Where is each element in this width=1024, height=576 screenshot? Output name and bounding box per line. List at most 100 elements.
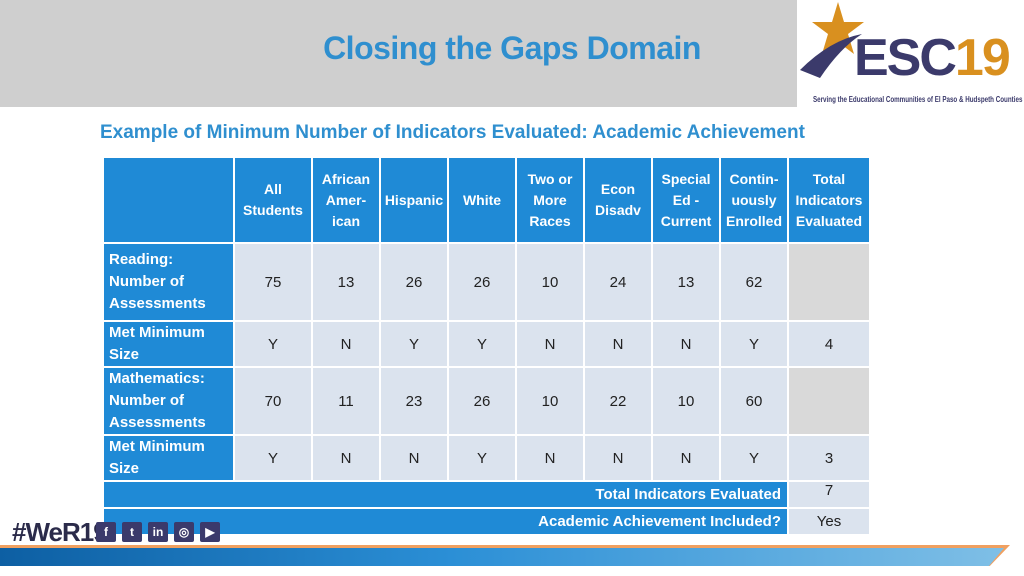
cell-text-line: Number of <box>109 273 184 290</box>
column-header: Total Indicators Evaluated <box>787 156 871 244</box>
table-cell: 13 <box>651 242 721 322</box>
table-cell: N <box>583 434 653 482</box>
column-header: African Amer-ican <box>311 156 381 244</box>
footer-label: Total Indicators Evaluated <box>102 480 789 509</box>
cell-text-line: Size <box>109 460 140 477</box>
cell-text-line: Students <box>243 202 303 218</box>
column-header: All Students <box>233 156 313 244</box>
linkedin-icon[interactable]: in <box>148 522 168 542</box>
column-header: Two or More Races <box>515 156 585 244</box>
cell-text-line: All <box>264 181 282 197</box>
row-header: Met Minimum Size <box>102 434 235 482</box>
table-cell: 10 <box>515 242 585 322</box>
column-header: White <box>447 156 517 244</box>
footer-value: Yes <box>787 507 871 536</box>
table-cell: 10 <box>651 366 721 436</box>
cell-text-line: Size <box>109 346 140 363</box>
cell-text-line: Total <box>812 170 846 187</box>
table-cell: N <box>311 434 381 482</box>
column-header: Special Ed - Current <box>651 156 721 244</box>
slide-subtitle: Example of Minimum Number of Indicators … <box>100 122 805 143</box>
cell-text-line: Current <box>660 212 712 229</box>
twitter-icon[interactable]: t <box>122 522 142 542</box>
cell-text-line: Assessments <box>109 414 206 431</box>
cell-text-line: Met Minimum <box>109 438 205 455</box>
table-row: Met Minimum Size Y N N Y N N N Y 3 <box>102 434 871 482</box>
table-row: Reading: Number of Assessments 75 13 26 26 10 24… <box>102 242 871 322</box>
cell-text-line: Ed - <box>672 191 700 208</box>
row-header: Met Minimum Size <box>102 320 235 368</box>
table-cell: 26 <box>447 366 517 436</box>
table-cell: 10 <box>515 366 585 436</box>
table-cell: 75 <box>233 242 313 322</box>
logo-tagline: Serving the Educational Communities of E… <box>813 95 1023 104</box>
cell-text-line: Econ <box>600 181 636 197</box>
empty-cell <box>787 242 871 322</box>
column-header: Econ Disadv <box>583 156 653 244</box>
cell-text-line: White <box>462 191 502 208</box>
table-cell: 13 <box>311 242 381 322</box>
table-cell: Y <box>447 434 517 482</box>
table-cell: 60 <box>719 366 789 436</box>
logo-wordmark: ESC19 <box>854 29 1011 87</box>
cell-text-line: More <box>533 191 567 208</box>
column-header: Hispanic <box>379 156 449 244</box>
instagram-icon[interactable]: ◎ <box>174 522 194 542</box>
cell-text-line: Disadv <box>595 202 641 218</box>
table-cell: N <box>583 320 653 368</box>
cell-text-line: Enrolled <box>725 212 782 229</box>
esc19-logo <box>800 0 1024 107</box>
hashtag: #WeR19 <box>12 517 108 547</box>
row-header: Reading: Number of Assessments <box>102 242 235 322</box>
cell-text-line: Hispanic <box>384 191 444 208</box>
table-cell: Y <box>233 434 313 482</box>
table-cell: Y <box>719 434 789 482</box>
footer-bar <box>0 548 1004 566</box>
star-swoosh-icon <box>800 2 864 78</box>
footer-value: 7 <box>787 480 871 509</box>
table-cell: Y <box>447 320 517 368</box>
header-row: All Students African Amer-ican Hispanic White… <box>102 156 871 244</box>
header-corner-cell <box>102 156 235 244</box>
footer-row: Total Indicators Evaluated 7 <box>102 480 871 509</box>
table-cell: 70 <box>233 366 313 436</box>
cell-text-line: Contin- <box>729 170 779 187</box>
table-cell: 22 <box>583 366 653 436</box>
cell-text-line: Mathematics: <box>109 370 205 387</box>
table-cell: 3 <box>787 434 871 482</box>
page-title: Closing the Gaps Domain <box>323 30 701 66</box>
table-cell: 24 <box>583 242 653 322</box>
table-cell: N <box>651 320 721 368</box>
table-cell: 62 <box>719 242 789 322</box>
cell-text-line: Evaluated <box>795 212 863 229</box>
cell-text-line: Met Minimum <box>109 324 205 341</box>
facebook-icon[interactable]: f <box>96 522 116 542</box>
table-cell: Y <box>233 320 313 368</box>
cell-text-line: Amer- <box>325 191 367 208</box>
table-cell: 26 <box>447 242 517 322</box>
cell-text-line: Indicators <box>795 191 863 208</box>
table-cell: 11 <box>311 366 381 436</box>
table-row: Met Minimum Size Y N Y Y N N N Y 4 <box>102 320 871 368</box>
cell-text-line: Races <box>529 212 571 229</box>
table-cell: N <box>515 434 585 482</box>
cell-text-line: Number of <box>109 392 184 409</box>
cell-text-line: Assessments <box>109 295 206 312</box>
row-header: Mathematics: Number of Assessments <box>102 366 235 436</box>
indicators-table: All Students African Amer-ican Hispanic White… <box>102 156 871 536</box>
cell-text-line: ican <box>331 212 360 229</box>
table-cell: Y <box>719 320 789 368</box>
column-header: Contin-uously Enrolled <box>719 156 789 244</box>
table-cell: 26 <box>379 242 449 322</box>
title-banner <box>0 0 797 107</box>
cell-text-line: Two or <box>527 170 573 187</box>
cell-text-line: uously <box>731 191 777 208</box>
table-cell: N <box>311 320 381 368</box>
table-cell: 23 <box>379 366 449 436</box>
table-cell: N <box>379 434 449 482</box>
cell-text-line: Reading: <box>109 251 174 268</box>
cell-text-line: Special <box>661 170 711 187</box>
cell-text-line: African <box>321 170 371 187</box>
table-cell: 4 <box>787 320 871 368</box>
youtube-icon[interactable]: ▶ <box>200 522 220 542</box>
